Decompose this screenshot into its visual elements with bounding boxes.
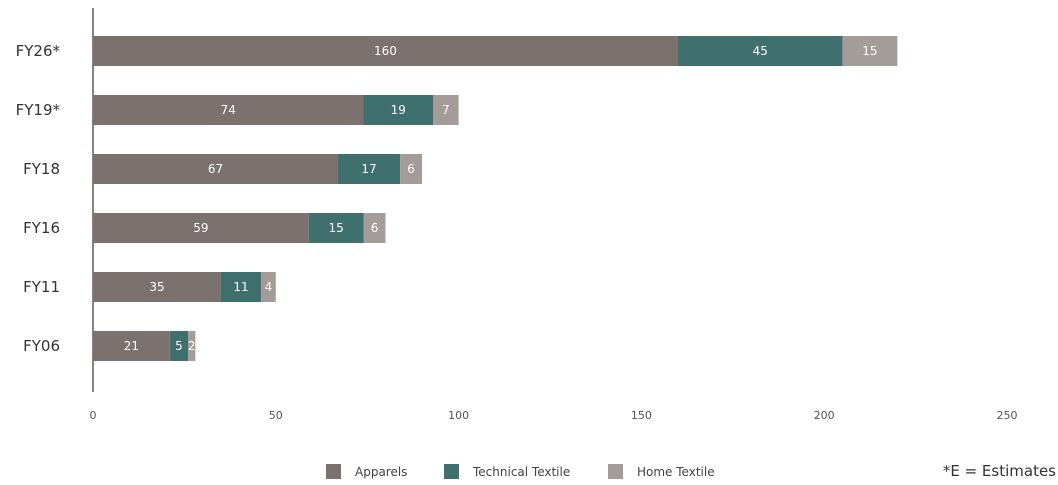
bar-fy26-technical-textile [677, 36, 843, 66]
legend-swatch-technical-textile [444, 464, 459, 479]
data-label-fy16-technical-textile: 15 [328, 221, 343, 235]
data-label-fy26-apparels: 160 [374, 44, 397, 58]
data-label-fy18-technical-textile: 17 [361, 162, 376, 176]
bars-group: 160 45 15 74 19 7 67 17 6 59 15 6 35 11 4 21 5 2 [93, 36, 898, 361]
data-label-fy26-technical-textile: 45 [753, 44, 768, 58]
data-label-fy16-home-textile: 6 [371, 221, 379, 235]
legend-item-home-textile: Home Textile [608, 464, 715, 479]
estimates-note: *E = Estimates [942, 462, 1056, 480]
legend-label-apparels: Apparels [355, 464, 408, 479]
data-label-fy11-home-textile: 4 [265, 280, 273, 294]
data-label-fy18-home-textile: 6 [407, 162, 415, 176]
bar-fy19-home-textile [433, 95, 459, 125]
legend-swatch-apparels [326, 464, 341, 479]
bar-fy26-home-textile [842, 36, 898, 66]
data-label-fy11-technical-textile: 11 [233, 280, 248, 294]
x-tick-label-100: 100 [448, 409, 469, 422]
bar-fy18-apparels [93, 154, 338, 184]
category-label-fy26: FY26* [16, 42, 61, 60]
category-label-fy16: FY16 [23, 219, 60, 237]
data-label-fy06-home-textile: 2 [188, 339, 196, 353]
bar-fy16-home-textile [363, 213, 386, 243]
stacked-bar-chart: 160 45 15 74 19 7 67 17 6 59 15 6 35 11 4 21 5 2 FY26* FY1… [16, 8, 1018, 422]
x-axis-ticks: 0 50 100 150 200 250 [90, 409, 1018, 422]
x-tick-label-150: 150 [631, 409, 652, 422]
data-label-fy19-home-textile: 7 [442, 103, 450, 117]
data-label-fy19-apparels: 74 [221, 103, 236, 117]
category-label-fy06: FY06 [23, 337, 60, 355]
bar-fy18-home-textile [400, 154, 423, 184]
bar-fy19-technical-textile [363, 95, 434, 125]
data-label-fy06-apparels: 21 [124, 339, 139, 353]
category-label-fy11: FY11 [23, 278, 60, 296]
legend-label-home-textile: Home Textile [637, 464, 715, 479]
data-label-fy26-home-textile: 15 [862, 44, 877, 58]
legend-item-technical-textile: Technical Textile [444, 464, 570, 479]
bar-fy19-apparels [93, 95, 364, 125]
x-tick-label-50: 50 [269, 409, 283, 422]
data-label-fy18-apparels: 67 [208, 162, 223, 176]
bar-fy11-technical-textile [220, 272, 262, 302]
bar-fy26-apparels [93, 36, 678, 66]
bar-fy11-apparels [93, 272, 221, 302]
x-tick-label-250: 250 [997, 409, 1018, 422]
x-tick-label-0: 0 [90, 409, 97, 422]
legend-label-technical-textile: Technical Textile [473, 464, 571, 479]
bar-fy16-technical-textile [308, 213, 364, 243]
bar-fy18-technical-textile [337, 154, 401, 184]
category-labels: FY26* FY19* FY18 FY16 FY11 FY06 [16, 42, 61, 355]
data-label-fy06-technical-textile: 5 [175, 339, 183, 353]
x-tick-label-200: 200 [814, 409, 835, 422]
bar-fy16-apparels [93, 213, 309, 243]
bar-fy06-technical-textile [169, 331, 189, 361]
bar-fy06-apparels [93, 331, 170, 361]
data-label-fy19-technical-textile: 19 [391, 103, 406, 117]
data-label-fy16-apparels: 59 [193, 221, 208, 235]
category-label-fy18: FY18 [23, 160, 60, 178]
legend: Apparels Technical Textile Home Textile [0, 464, 1058, 484]
category-label-fy19: FY19* [16, 101, 61, 119]
data-label-fy11-apparels: 35 [149, 280, 164, 294]
bar-fy11-home-textile [261, 272, 276, 302]
bar-fy06-home-textile [188, 331, 196, 361]
legend-item-apparels: Apparels [326, 464, 407, 479]
legend-swatch-home-textile [608, 464, 623, 479]
